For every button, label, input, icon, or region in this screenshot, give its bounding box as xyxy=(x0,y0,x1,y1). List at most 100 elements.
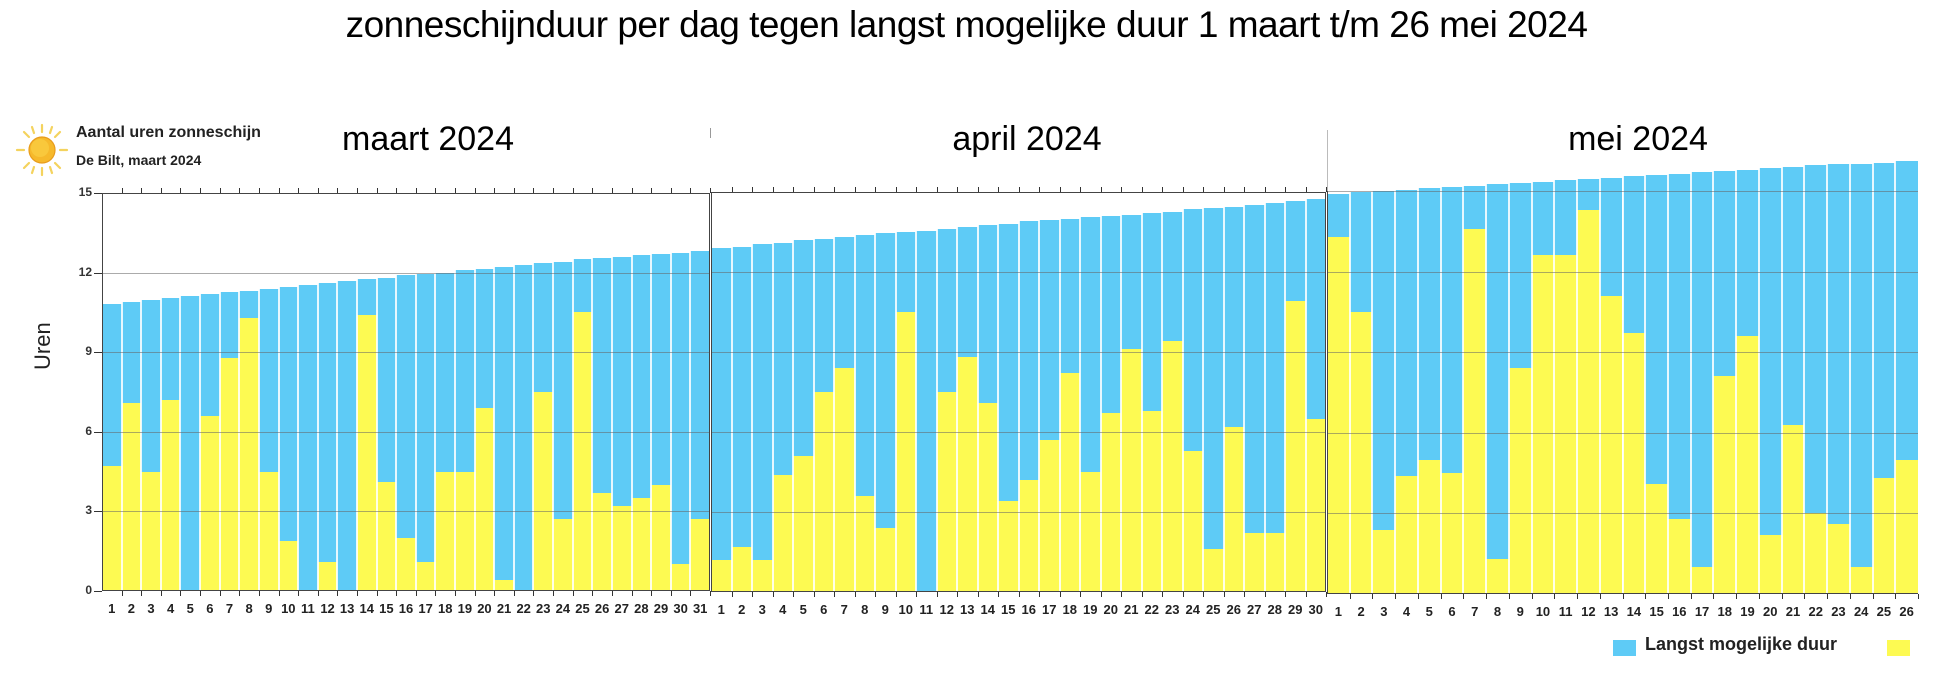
bar-separator xyxy=(1894,161,1897,594)
month-divider xyxy=(1327,130,1328,192)
x-tick-label: 6 xyxy=(206,601,214,616)
inset-subtitle: De Bilt, maart 2024 xyxy=(76,152,202,168)
bar-separator xyxy=(355,279,358,591)
bar-sunshine xyxy=(435,471,456,591)
x-tick-label: 11 xyxy=(301,601,315,616)
bar-sunshine xyxy=(1349,311,1373,594)
x-tick-mark-top xyxy=(160,188,162,193)
bar-separator xyxy=(218,292,221,591)
bar-separator xyxy=(120,301,123,591)
bar-separator xyxy=(751,243,753,592)
month-label-may: mei 2024 xyxy=(1568,120,1708,158)
bar-separator xyxy=(199,293,202,591)
bar-max-duration xyxy=(670,252,691,591)
day-bar xyxy=(1486,137,1509,594)
day-bar xyxy=(957,139,978,592)
x-tick-mark xyxy=(337,591,339,596)
x-tick-mark-top xyxy=(1244,187,1245,192)
day-bar xyxy=(258,140,279,591)
legend-swatch-max xyxy=(1613,640,1636,656)
bar-sunshine xyxy=(1182,450,1203,592)
gridline xyxy=(711,191,1326,193)
day-bar xyxy=(160,140,181,591)
bar-sunshine xyxy=(102,466,122,591)
bar-separator xyxy=(1553,180,1556,594)
x-tick-label: 4 xyxy=(167,601,175,616)
x-tick-mark xyxy=(752,592,753,597)
y-tick-label: 0 xyxy=(85,583,92,597)
x-tick-mark-top xyxy=(1326,187,1327,192)
bar-sunshine xyxy=(1463,228,1487,594)
x-tick-mark-top xyxy=(916,187,917,192)
day-bar xyxy=(396,140,416,591)
bar-sunshine xyxy=(813,391,834,592)
bar-sunshine xyxy=(1162,341,1183,592)
bar-max-duration xyxy=(1690,172,1714,594)
day-bar xyxy=(1162,139,1183,592)
x-tick-mark-top xyxy=(1141,187,1143,192)
y-tick-mark xyxy=(94,352,102,354)
x-tick-label: 20 xyxy=(1763,604,1778,619)
bar-separator xyxy=(1439,186,1442,594)
bar-separator xyxy=(1598,177,1601,594)
day-bar xyxy=(278,140,299,591)
x-tick-mark-top xyxy=(690,188,692,193)
bar-sunshine xyxy=(1713,376,1737,594)
y-tick-mark xyxy=(94,272,102,274)
x-tick-label: 8 xyxy=(861,602,869,617)
day-bar xyxy=(572,140,593,591)
gridline xyxy=(1327,271,1918,273)
bar-sunshine xyxy=(998,501,1019,592)
day-bar xyxy=(1100,139,1121,592)
x-tick-mark xyxy=(1736,594,1738,599)
x-tick-mark-top xyxy=(670,188,672,193)
x-tick-mark xyxy=(1326,592,1327,597)
day-bar xyxy=(1121,139,1142,592)
x-tick-mark xyxy=(239,591,241,596)
x-tick-mark-top xyxy=(180,188,182,193)
y-tick-mark xyxy=(94,431,102,433)
day-bar xyxy=(1849,137,1873,594)
bar-max-duration xyxy=(298,284,318,591)
bar-separator xyxy=(1058,218,1061,592)
x-tick-mark xyxy=(513,591,515,596)
x-tick-mark xyxy=(494,591,496,596)
x-tick-label: 16 xyxy=(1021,602,1036,617)
x-tick-label: 16 xyxy=(1672,604,1687,619)
gridline xyxy=(711,431,1326,433)
x-tick-mark-top xyxy=(611,188,613,193)
bar-separator xyxy=(956,226,958,592)
bar-max-duration xyxy=(317,283,338,591)
x-tick-label: 21 xyxy=(1785,604,1801,619)
bar-sunshine xyxy=(533,391,554,591)
x-tick-label: 23 xyxy=(1831,604,1846,619)
gridline xyxy=(102,431,710,433)
x-tick-label: 19 xyxy=(457,601,473,616)
bar-max-duration xyxy=(711,247,732,592)
x-tick-label: 23 xyxy=(1165,602,1180,617)
bar-sunshine xyxy=(1223,426,1244,592)
bar-sunshine xyxy=(793,455,814,592)
x-tick-mark xyxy=(895,592,897,597)
legend-swatch-sunshine xyxy=(1887,640,1910,656)
bar-sunshine xyxy=(1141,410,1162,592)
x-tick-mark-top xyxy=(258,188,260,193)
x-tick-mark-top xyxy=(895,187,897,192)
day-bar xyxy=(415,140,436,591)
bar-max-duration xyxy=(1827,164,1850,594)
x-tick-label: 4 xyxy=(779,602,787,617)
gridline xyxy=(1327,432,1918,434)
x-tick-mark xyxy=(141,591,143,596)
day-bar xyxy=(1690,137,1714,594)
bar-separator xyxy=(1462,185,1465,594)
day-bar xyxy=(977,139,998,592)
x-tick-label: 22 xyxy=(1808,604,1823,619)
gridline xyxy=(1327,513,1918,515)
sun-icon xyxy=(15,123,69,177)
day-bar xyxy=(1440,137,1464,594)
x-tick-mark-top xyxy=(356,188,358,193)
x-tick-label: 1 xyxy=(717,602,725,617)
x-tick-mark-top xyxy=(813,187,815,192)
bar-sunshine xyxy=(1804,513,1828,594)
bar-sunshine xyxy=(1758,534,1782,594)
